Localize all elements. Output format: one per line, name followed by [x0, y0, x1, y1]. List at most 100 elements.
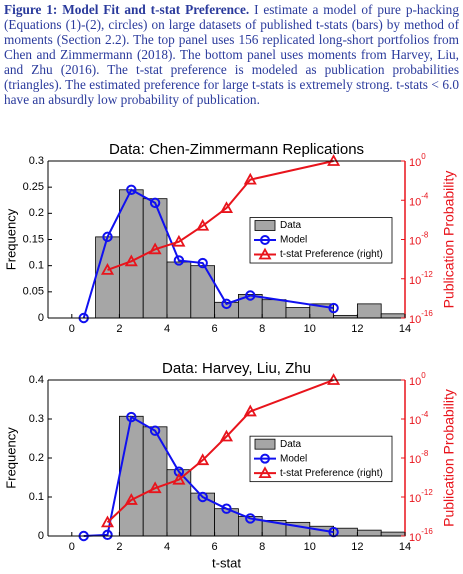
y2-tick-label: 10-16: [409, 527, 433, 544]
preference-marker: [243, 404, 257, 417]
y2-tick-label: 10-12: [409, 270, 433, 287]
preference-marker: [148, 481, 162, 494]
y2-tick-exponent: -8: [421, 449, 429, 458]
model-marker: [197, 257, 208, 269]
series-line: [83, 415, 334, 537]
y2-axis-label: Publication Probability: [441, 171, 457, 309]
figure-caption: Figure 1: Model Fit and t-stat Preferenc…: [4, 2, 459, 107]
y-tick-label: 0.25: [23, 181, 44, 193]
x-tick-label: 2: [116, 541, 122, 553]
y-tick-label: 0.15: [23, 233, 44, 245]
legend-label: Data: [280, 220, 302, 231]
y2-tick-exponent: -4: [421, 410, 429, 419]
model-marker: [245, 513, 256, 524]
y2-tick-exponent: 0: [421, 152, 426, 161]
legend-swatch: [254, 438, 276, 450]
y2-tick-exponent: -8: [421, 231, 429, 240]
legend-marker: [260, 235, 270, 246]
y2-tick-label: 100: [409, 152, 426, 169]
series-line: [82, 188, 334, 319]
y2-tick-exponent: -12: [421, 488, 433, 497]
caption-text: I estimate a model of pure p-hacking (Eq…: [4, 2, 459, 107]
legend-label: Model: [280, 235, 307, 246]
preference-marker: [100, 515, 115, 528]
x-tick-label: 6: [212, 541, 218, 553]
y2-tick-exponent: -16: [421, 527, 433, 536]
y2-tick-exponent: -12: [421, 270, 433, 279]
preference-marker: [243, 172, 257, 185]
bar: [190, 492, 216, 537]
y2-tick-base: 10: [409, 532, 421, 544]
model-marker: [102, 529, 113, 541]
y2-axis-label: Publication Probability: [441, 389, 457, 527]
x-tick-label: 6: [212, 323, 218, 335]
y2-tick-label: 10-12: [409, 488, 433, 505]
y2-tick-label: 10-8: [409, 231, 429, 248]
y2-tick-base: 10: [409, 493, 421, 505]
bar: [166, 261, 192, 319]
y2-tick-label: 10-8: [409, 449, 429, 466]
bar: [119, 415, 144, 537]
preference-marker: [172, 472, 186, 485]
bar: [380, 313, 406, 319]
bar: [190, 265, 216, 319]
x-tick-label: 2: [116, 323, 122, 335]
y-tick-label: 0.2: [29, 452, 44, 464]
legend-swatch: [254, 220, 276, 231]
bar: [380, 531, 406, 537]
y-tick-label: 0.2: [29, 207, 44, 219]
model-marker: [245, 290, 256, 301]
x-tick-label: 8: [259, 323, 265, 335]
y-axis-label: Frequency: [3, 208, 18, 270]
bar: [95, 236, 120, 319]
bar: [119, 189, 144, 319]
y-tick-label: 0.1: [29, 491, 44, 503]
legend-label: t-stat Preference (right): [280, 249, 383, 260]
chart-title: Data: Harvey, Liu, Zhu: [162, 360, 311, 377]
y-tick-label: 0: [38, 312, 44, 324]
model-marker: [149, 425, 161, 436]
y2-tick-base: 10: [409, 376, 421, 388]
model-marker: [221, 298, 232, 310]
caption-label: Figure 1: Model Fit and t-stat Preferenc…: [4, 2, 250, 17]
y2-tick-label: 10-4: [409, 410, 429, 427]
model-marker: [126, 411, 137, 423]
y-tick-label: 0.3: [29, 413, 44, 425]
bar: [356, 303, 382, 319]
y2-tick-base: 10: [409, 196, 421, 208]
y2-tick-label: 10-16: [409, 309, 433, 326]
model-marker: [173, 255, 185, 266]
y2-tick-base: 10: [409, 454, 421, 466]
legend-marker: [260, 453, 270, 464]
model-marker: [328, 302, 339, 314]
preference-marker: [100, 263, 115, 275]
model-marker: [102, 231, 113, 243]
preference-marker: [196, 218, 210, 231]
preference-marker: [196, 453, 210, 466]
y2-tick-base: 10: [409, 415, 421, 427]
legend-label: t-stat Preference (right): [280, 468, 383, 479]
bar: [356, 529, 382, 537]
y-axis-label: Frequency: [3, 427, 18, 489]
legend-marker: [258, 466, 272, 479]
y2-tick-base: 10: [409, 275, 421, 287]
x-tick-label: 14: [399, 541, 411, 553]
y2-tick-exponent: -16: [421, 309, 433, 318]
y2-tick-base: 10: [409, 235, 421, 247]
y2-tick-exponent: 0: [421, 371, 426, 380]
model-marker: [126, 184, 137, 195]
chart-title: Data: Chen-Zimmermann Replications: [109, 141, 364, 158]
y2-tick-base: 10: [409, 157, 421, 169]
preference-marker: [124, 493, 138, 505]
y-tick-label: 0: [38, 530, 44, 542]
x-tick-label: 4: [164, 323, 170, 335]
x-axis-label: t-stat: [212, 555, 241, 570]
preference-marker: [124, 254, 138, 267]
legend-marker: [258, 247, 272, 260]
x-tick-label: 0: [69, 541, 75, 553]
x-tick-label: 10: [304, 323, 316, 335]
bar: [285, 307, 311, 319]
y-tick-label: 0.05: [23, 286, 44, 298]
model-marker: [221, 503, 232, 514]
